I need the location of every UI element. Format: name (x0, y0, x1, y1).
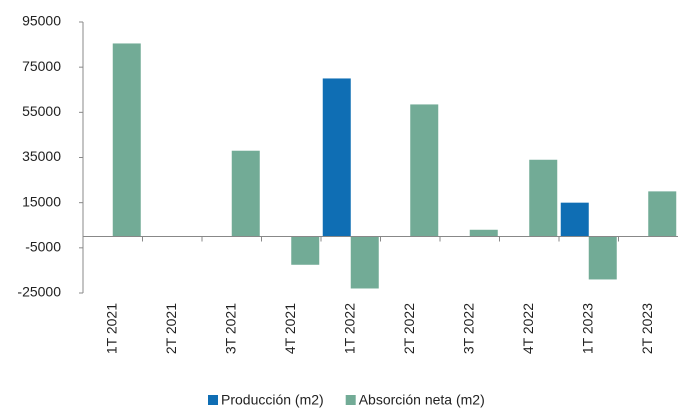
y-tick-label: 15000 (22, 193, 61, 209)
x-tick-label: 1T 2021 (103, 303, 119, 354)
bar (410, 104, 439, 237)
bar (231, 150, 260, 237)
bar (560, 202, 589, 237)
bar (112, 43, 141, 237)
x-tick-label: 2T 2022 (401, 303, 417, 354)
bar (350, 236, 379, 289)
y-tick-label: -5000 (25, 239, 61, 255)
legend-swatch (345, 395, 356, 405)
legend-label: Absorción neta (m2) (359, 392, 485, 408)
y-tick-label: 35000 (22, 148, 61, 164)
x-tick-label: 4T 2022 (520, 303, 536, 354)
x-tick-label: 2T 2023 (639, 303, 655, 354)
y-tick-label: 55000 (22, 103, 61, 119)
x-tick-label: 2T 2021 (163, 303, 179, 354)
x-tick-label: 3T 2022 (460, 303, 476, 354)
bar (322, 78, 351, 237)
legend-swatch (208, 395, 218, 405)
bar (529, 159, 558, 237)
y-tick-label: -25000 (17, 284, 61, 300)
y-tick-label: 75000 (22, 58, 61, 74)
x-tick-label: 3T 2021 (222, 303, 238, 354)
y-tick-label: 95000 (22, 13, 61, 29)
x-tick-label: 1T 2023 (579, 303, 595, 354)
bar (588, 236, 617, 280)
x-tick-label: 4T 2021 (282, 303, 298, 354)
legend-label: Producción (m2) (221, 392, 324, 408)
bar (469, 229, 498, 237)
x-tick-label: 1T 2022 (341, 303, 357, 354)
bar (291, 236, 320, 265)
bar (648, 191, 677, 237)
